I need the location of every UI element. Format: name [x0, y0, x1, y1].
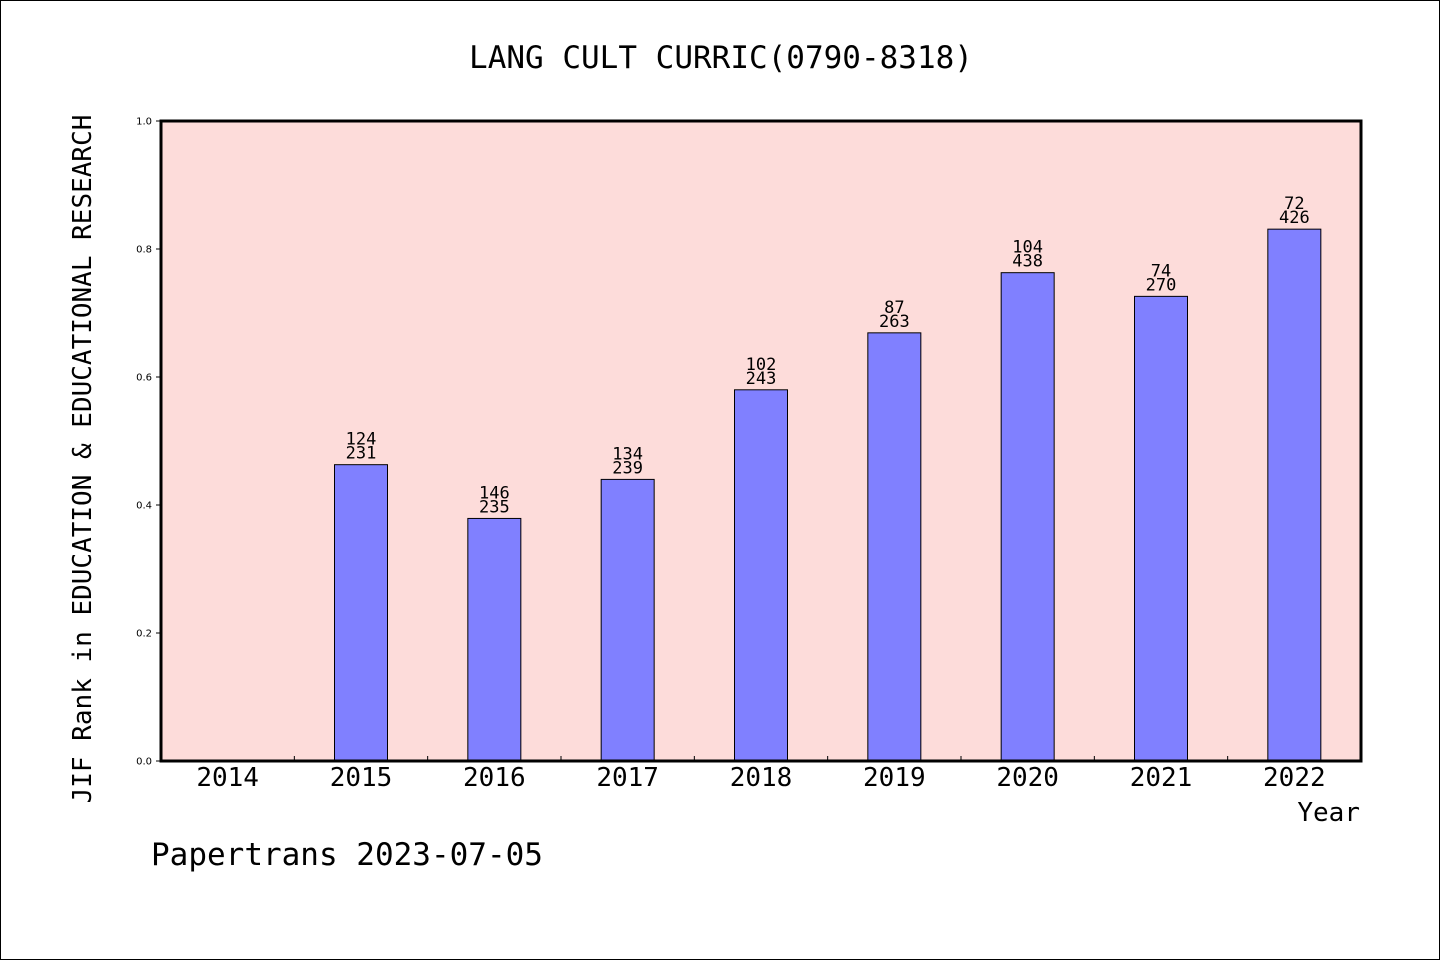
y-tick-label-0.6: 0.6: [136, 373, 152, 384]
bar-rank-label-2017: 134: [612, 444, 643, 464]
bar-total-label-2016: 235: [479, 497, 510, 517]
bar-total-label-2015: 231: [346, 444, 377, 464]
bar-total-label-2018: 243: [746, 369, 777, 389]
bar-total-label-2021: 270: [1146, 275, 1177, 295]
x-tick-label-2021: 2021: [1130, 763, 1193, 793]
y-axis: 0.0 0.2 0.4 0.6 0.8 1.0: [136, 117, 161, 768]
x-tick-label-2022: 2022: [1263, 763, 1326, 793]
bar-rank-label-2015: 124: [346, 430, 377, 450]
bar-2019: [867, 332, 922, 762]
bar-rank-label-2019: 87: [884, 298, 904, 318]
bar-2016: [467, 517, 522, 762]
y-tick-label-0.2: 0.2: [136, 629, 152, 640]
x-axis: 2014 2015 2016 2017 2018 2019 2020 2021 2022: [196, 756, 1326, 793]
x-tick-label-2017: 2017: [596, 763, 659, 793]
bar-total-label-2022: 426: [1279, 208, 1310, 228]
y-tick-label-0.0: 0.0: [136, 757, 152, 768]
bar-2017: [600, 478, 655, 762]
bar-rank-label-2016: 146: [479, 483, 510, 503]
bar-2022: [1267, 228, 1322, 762]
bar-rank-label-2022: 72: [1284, 194, 1304, 214]
x-tick-label-2016: 2016: [463, 763, 526, 793]
y-tick-label-1.0: 1.0: [136, 117, 152, 128]
bar-rank-label-2020: 104: [1012, 238, 1043, 258]
x-tick-label-2014: 2014: [196, 763, 259, 793]
x-axis-label: Year: [1297, 798, 1360, 828]
bar-total-label-2017: 239: [612, 458, 643, 478]
bar-2021: [1134, 295, 1188, 762]
bar-total-label-2019: 263: [879, 312, 910, 332]
bars-group: [334, 228, 1322, 762]
x-tick-label-2015: 2015: [330, 763, 393, 793]
x-tick-label-2018: 2018: [730, 763, 793, 793]
y-tick-label-0.8: 0.8: [136, 245, 152, 256]
bar-2018: [734, 389, 788, 762]
watermark: Papertrans 2023-07-05: [151, 837, 543, 873]
y-tick-label-0.4: 0.4: [136, 501, 152, 512]
chart-title: LANG CULT CURRIC(0790-8318): [469, 40, 973, 76]
bar-2015: [334, 464, 388, 762]
bar-rank-label-2018: 102: [746, 355, 777, 375]
y-axis-label: JIF Rank in EDUCATION & EDUCATIONAL RESE…: [68, 115, 98, 804]
bar-total-label-2020: 438: [1012, 252, 1043, 272]
x-tick-label-2019: 2019: [863, 763, 926, 793]
x-tick-label-2020: 2020: [996, 763, 1059, 793]
bar-rank-label-2021: 74: [1151, 261, 1171, 281]
plot-border: [159, 119, 1363, 763]
bar-2020: [1000, 272, 1055, 762]
